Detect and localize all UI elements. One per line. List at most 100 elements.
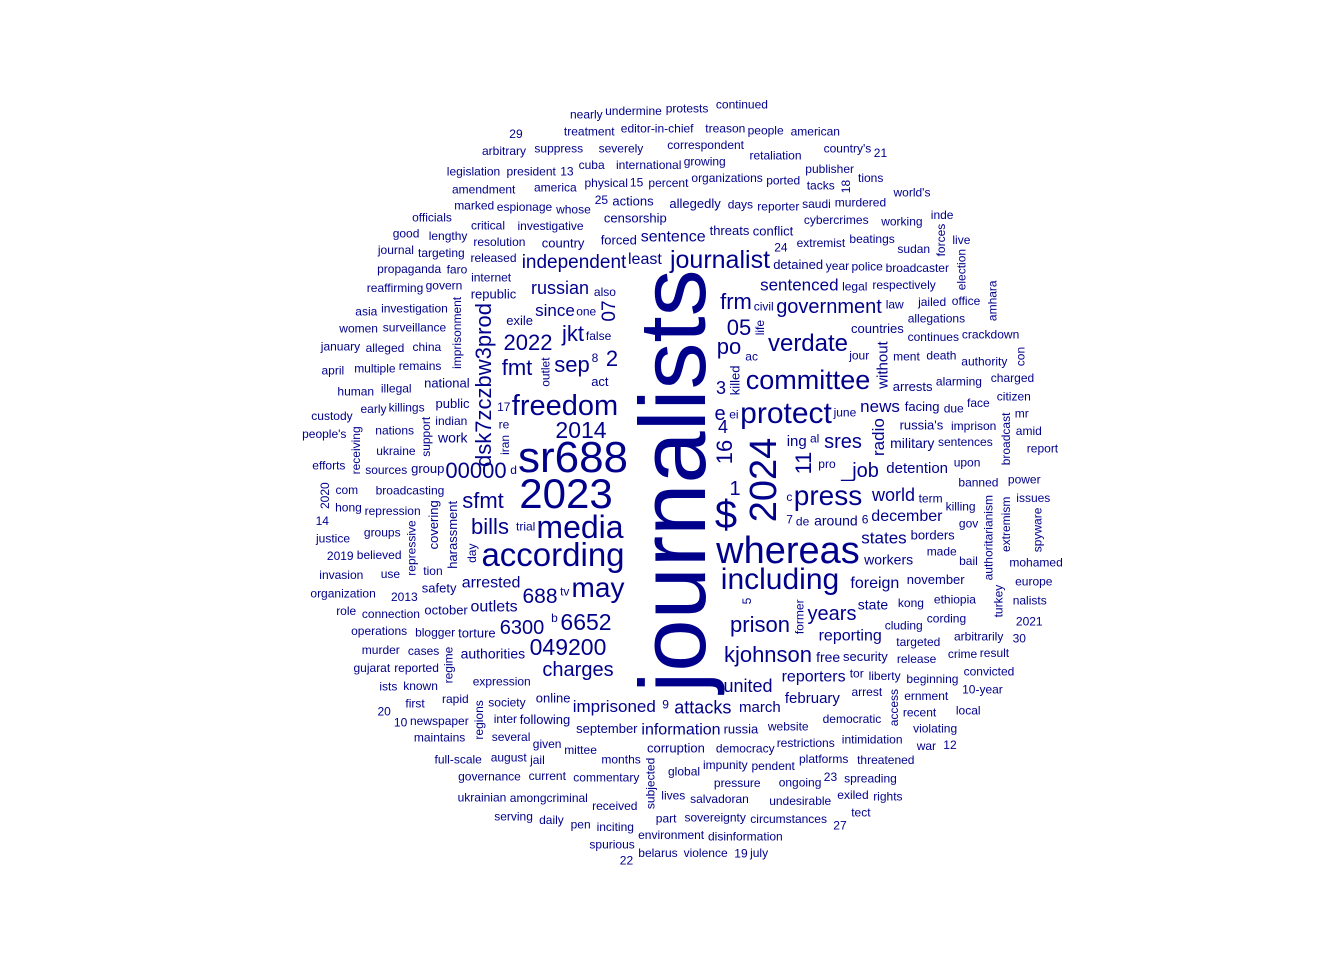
word: 2023	[519, 470, 612, 517]
word: publisher	[805, 162, 854, 176]
word: country's	[824, 142, 872, 156]
word: 15	[630, 175, 644, 189]
word: pen	[571, 817, 591, 831]
word: police	[852, 260, 884, 274]
word: following	[520, 712, 571, 727]
word: cluding	[885, 618, 923, 632]
word: face	[967, 396, 990, 410]
word: retaliation	[750, 149, 802, 163]
word: live	[952, 233, 970, 247]
word: since	[535, 301, 575, 320]
word: 3	[716, 378, 726, 398]
word: global	[668, 764, 700, 778]
word: nations	[375, 423, 414, 437]
word: ment	[893, 349, 920, 363]
word: 049200	[530, 634, 607, 660]
word: world's	[893, 185, 931, 199]
word: killings	[389, 400, 425, 414]
word: borders	[911, 527, 956, 542]
word: liberty	[869, 669, 901, 683]
word: investigation	[381, 302, 448, 316]
word: 16	[712, 440, 737, 464]
word: indian	[435, 414, 467, 428]
word: day	[465, 544, 479, 563]
word: 07	[599, 300, 620, 321]
word: committee	[746, 365, 871, 395]
word: sentence	[641, 228, 706, 245]
word: convicted	[964, 664, 1015, 678]
word: physical	[585, 176, 628, 190]
word: undesirable	[769, 794, 831, 808]
word: remains	[399, 359, 442, 373]
word: environment	[638, 828, 705, 842]
word: russia's	[900, 418, 944, 433]
word: re	[499, 418, 510, 432]
word: first	[405, 697, 425, 711]
word: killed	[728, 366, 743, 396]
word: regime	[442, 646, 456, 683]
word: authoritarianism	[982, 495, 996, 580]
word: continues	[908, 330, 959, 344]
word: arbitrary	[482, 144, 526, 158]
minor-words: worldattacksimprisonedsentencedstatesrad…	[302, 97, 1063, 867]
word: 21	[874, 146, 888, 160]
word: death	[926, 349, 956, 363]
word: tacks	[807, 179, 835, 193]
word: august	[491, 751, 528, 765]
word: sres	[824, 431, 862, 453]
word: dsk7zczbw3prod	[471, 303, 496, 467]
word: women	[338, 322, 378, 336]
word: foreign	[850, 575, 899, 592]
word: censorship	[604, 211, 667, 226]
word: sfmt	[462, 488, 504, 513]
word: ukrainian	[458, 790, 507, 804]
word: govern	[426, 279, 463, 293]
word: governance	[458, 769, 521, 783]
word: september	[576, 721, 638, 736]
word: cuba	[579, 158, 605, 172]
word: cybercrimes	[804, 213, 869, 227]
word: murder	[362, 643, 400, 657]
word: sr688	[518, 433, 628, 482]
word: rapid	[442, 692, 469, 706]
word: protests	[666, 102, 709, 116]
word: 2019	[327, 549, 354, 563]
word: legislation	[447, 165, 500, 179]
word: international	[616, 158, 681, 172]
word: inter	[494, 712, 517, 726]
word: june	[833, 406, 857, 420]
word: human	[337, 385, 374, 399]
word: law	[886, 298, 904, 312]
word: corruption	[647, 741, 705, 756]
word: due	[944, 402, 964, 416]
word: use	[381, 567, 401, 581]
word: restrictions	[777, 736, 835, 750]
word: press	[794, 480, 862, 511]
word: 2024	[743, 438, 785, 523]
word: spurious	[589, 837, 634, 851]
word: intimidation	[842, 733, 903, 747]
word: frm	[720, 289, 752, 314]
word: mohamed	[1009, 555, 1062, 569]
word: whereas	[715, 530, 860, 572]
word: surveillance	[383, 321, 447, 335]
word: military	[890, 435, 934, 451]
word: democracy	[716, 742, 775, 756]
word: 14	[316, 514, 330, 528]
word: society	[488, 695, 525, 709]
word: russian	[531, 278, 589, 298]
word: arrests	[893, 379, 933, 394]
word: tv	[560, 584, 569, 598]
word: countries	[851, 321, 904, 336]
word: election	[955, 249, 969, 290]
word: july	[749, 846, 768, 860]
word: jail	[529, 753, 545, 767]
word: alleged	[366, 341, 405, 355]
word: e	[714, 403, 725, 425]
word: current	[529, 769, 567, 783]
word: protect	[740, 397, 832, 430]
word: democratic	[823, 712, 882, 726]
word: facing	[905, 399, 940, 414]
word: may	[572, 572, 625, 603]
word: pressure	[714, 776, 761, 790]
